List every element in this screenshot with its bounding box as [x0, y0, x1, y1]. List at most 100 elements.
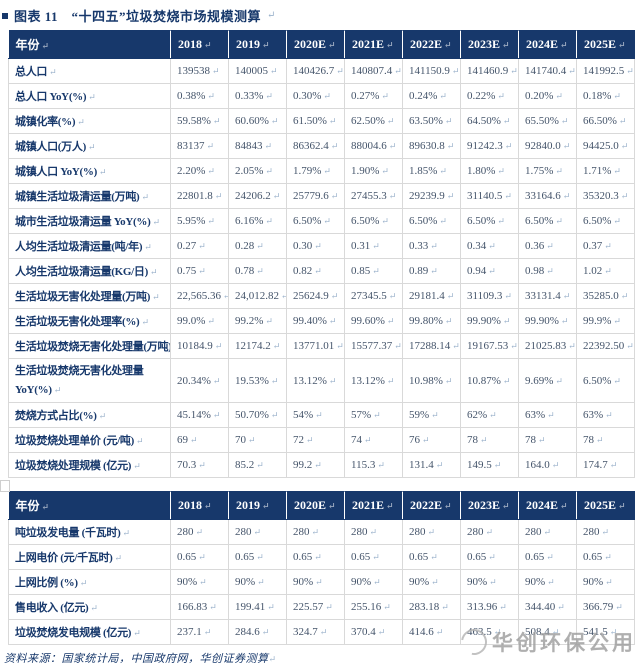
cell-value-text: 280: [583, 526, 600, 539]
empty-paragraph-box: [0, 480, 10, 493]
cell-value-text: 6.50%: [293, 215, 322, 227]
cell-value-text: 140807.4: [351, 65, 393, 77]
cell-value-text: 78: [467, 434, 478, 447]
paragraph-mark-icon: ↵: [604, 241, 612, 251]
cell-value-text: 141992.5: [583, 65, 625, 77]
row-label: 售电收入 (亿元) ↵: [8, 594, 171, 621]
cell-value-text: 85.2: [235, 459, 255, 472]
cell-value-text: 366.79: [583, 601, 614, 614]
cell-value-text: 0.37: [583, 240, 603, 252]
cell-value: 0.27 ↵: [170, 233, 229, 259]
cell-value: 99.0% ↵: [170, 308, 229, 334]
cell-value-text: 1.80%: [467, 165, 496, 177]
cell-value: 6.50% ↵: [460, 208, 519, 234]
cell-value-text: 0.20%: [525, 90, 554, 102]
cell-value-text: 94425.0: [583, 140, 619, 152]
cell-value-text: 0.36: [525, 240, 545, 252]
paragraph-mark-icon: ↵: [87, 142, 96, 152]
cell-value: 366.79 ↵: [576, 594, 635, 621]
paragraph-mark-icon: ↵: [381, 166, 389, 176]
cell-value-text: 99.2: [293, 459, 313, 472]
cell-value: 76 ↵: [402, 427, 461, 454]
cell-value-text: 90%: [467, 576, 488, 589]
cell-value: 86362.4 ↵: [286, 133, 345, 159]
paragraph-mark-icon: ↵: [328, 375, 337, 386]
paragraph-mark-icon: ↵: [141, 317, 149, 327]
cell-value: 89630.8 ↵: [402, 133, 461, 159]
paragraph-mark-icon: ↵: [446, 291, 455, 301]
row-label-text: 人均生活垃圾清运量(KG/日): [15, 266, 148, 278]
cell-value: 6.50% ↵: [344, 208, 403, 234]
column-header-label: 2022E: [410, 37, 443, 51]
row-label-text: 垃圾焚烧处理单价 (元/吨): [15, 435, 134, 448]
cell-value-text: 0.33%: [235, 90, 264, 102]
paragraph-mark-icon: ↵: [451, 66, 460, 76]
cell-value-text: 9.69%: [525, 374, 554, 387]
paragraph-mark-icon: ↵: [270, 116, 279, 126]
paragraph-mark-icon: ↵: [615, 602, 623, 613]
row-label-text: 垃圾焚烧处理规模 (亿元): [15, 460, 132, 473]
row-label-text: 城镇人口(万人): [15, 141, 86, 153]
cell-value-text: 225.57: [293, 601, 324, 614]
cell-value: 99.60% ↵: [344, 308, 403, 334]
cell-value-text: 0.65: [467, 551, 487, 564]
cell-value: 90% ↵: [402, 569, 461, 596]
cell-value: 131.4 ↵: [402, 452, 461, 479]
cell-value: 99.80% ↵: [402, 308, 461, 334]
cell-value: 6.50% ↵: [576, 208, 635, 234]
paragraph-mark-icon: ↵: [547, 577, 555, 588]
cell-value-text: 63%: [525, 409, 546, 422]
paragraph-mark-icon: ↵: [267, 602, 275, 613]
cell-value-text: 45.14%: [177, 409, 211, 422]
cell-value: 0.65 ↵: [286, 544, 345, 571]
table-row: 垃圾焚烧发电规模 (亿元) ↵ 237.1 ↵ 284.6 ↵ 324.7 ↵ 370.4 ↵ 41…: [8, 619, 635, 646]
cell-value: 70 ↵: [228, 427, 287, 454]
cell-value: 0.27% ↵: [344, 83, 403, 109]
cell-value: 33131.4 ↵: [518, 283, 577, 309]
cell-value-text: 70: [235, 434, 246, 447]
paragraph-mark-icon: ↵: [562, 141, 571, 151]
paragraph-mark-icon: ↵: [489, 410, 497, 421]
table-row: 售电收入 (亿元) ↵ 166.83 ↵ 199.41 ↵ 225.57 ↵ 255.16 ↵ 28…: [8, 594, 635, 621]
paragraph-mark-icon: ↵: [604, 552, 612, 563]
column-header-label: 2021E: [352, 498, 385, 513]
paragraph-mark-icon: ↵: [604, 266, 612, 276]
header-row: 年份 ↵ 2018 ↵ 2019 ↵ 2020E ↵ 2021E ↵ 2022E ↵ 2023E ↵ 202…: [8, 30, 635, 59]
column-header-label: 2020E: [294, 498, 327, 513]
cell-value-text: 31140.5: [467, 190, 503, 202]
cell-value: 1.02 ↵: [576, 258, 635, 284]
table-row: 城镇化率(%) ↵ 59.58% ↵ 60.60% ↵ 61.50% ↵ 62.50% ↵ 63.5…: [8, 108, 635, 134]
cell-value-text: 50.70%: [235, 409, 269, 422]
cell-value: 0.65 ↵: [402, 544, 461, 571]
column-header: 2025E ↵: [576, 30, 635, 59]
paragraph-mark-icon: ↵: [88, 92, 96, 102]
row-label: 人均生活垃圾清运量(KG/日) ↵: [8, 258, 171, 284]
cell-value: 88004.6 ↵: [344, 133, 403, 159]
row-label: 垃圾焚烧发电规模 (亿元) ↵: [8, 619, 171, 646]
column-header: 2020E ↵: [286, 30, 345, 59]
cell-value-text: 280: [293, 526, 310, 539]
cell-value-text: 33131.4: [525, 290, 561, 302]
paragraph-mark-icon: ↵: [369, 527, 378, 538]
column-header: 2025E ↵: [576, 491, 635, 521]
cell-value: 141740.4 ↵: [518, 58, 577, 84]
cell-value-text: 141460.9: [467, 65, 509, 77]
cell-value: 140005 ↵: [228, 58, 287, 84]
table-row: 上网比例 (%) ↵ 90% ↵ 90% ↵ 90% ↵ 90% ↵ 90% ↵ 90% ↵ 90% ↵ 90%…: [8, 569, 635, 596]
cell-value: 199.41 ↵: [228, 594, 287, 621]
cell-value-text: 27455.3: [351, 190, 387, 202]
cell-value: 6.50% ↵: [286, 208, 345, 234]
cell-value-text: 92840.0: [525, 140, 561, 152]
cell-value-text: 99.80%: [409, 315, 443, 327]
column-header-label: 2018: [178, 498, 202, 513]
paragraph-mark-icon: ↵: [386, 40, 394, 50]
paragraph-mark-icon: ↵: [141, 192, 149, 202]
cell-value: 19.53% ↵: [228, 357, 287, 404]
cell-value: 45.14% ↵: [170, 402, 229, 429]
paragraph-mark-icon: ↵: [90, 603, 98, 614]
paragraph-mark-icon: ↵: [262, 40, 270, 50]
cell-value: 149.5 ↵: [460, 452, 519, 479]
cell-value-text: 141150.9: [409, 65, 450, 77]
cell-value-text: 280: [467, 526, 484, 539]
row-label-text: 生活垃圾无害化处理量(万吨): [15, 291, 151, 303]
